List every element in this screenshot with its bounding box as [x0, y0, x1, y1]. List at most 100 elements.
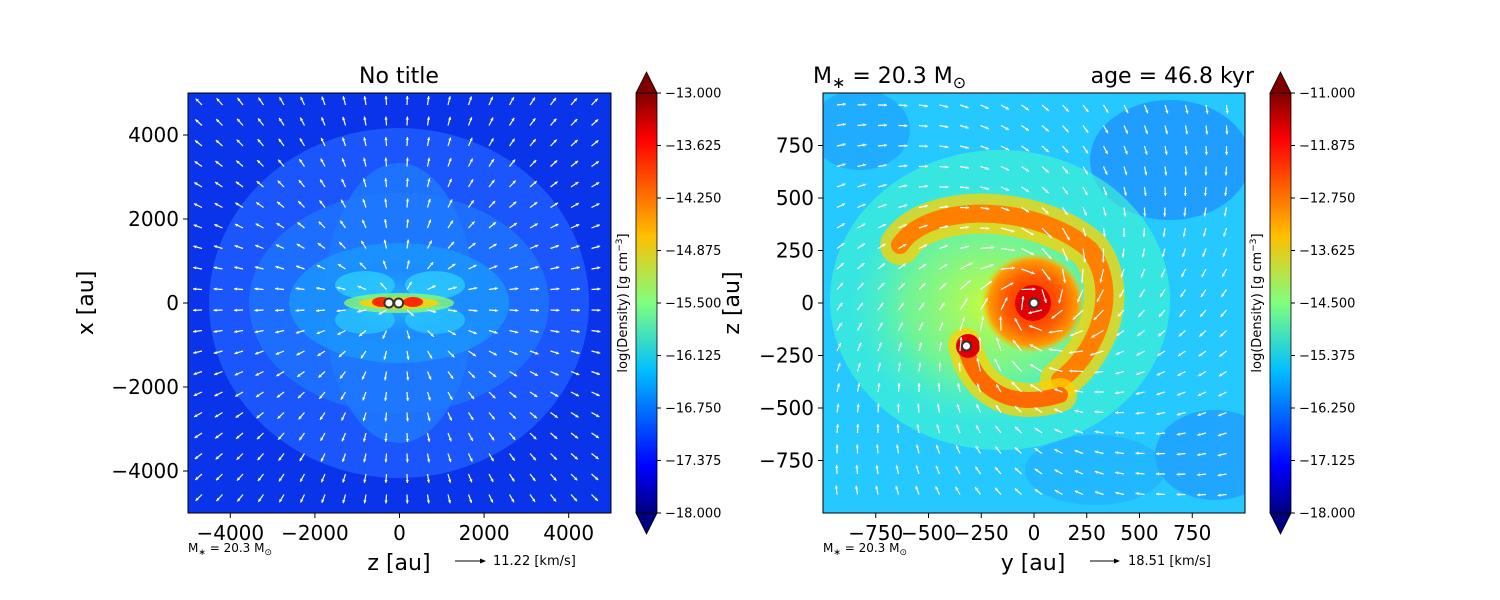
velocity-arrowhead	[924, 164, 928, 168]
velocity-arrowhead	[1135, 492, 1139, 496]
velocity-arrowhead	[1217, 473, 1221, 477]
colorbar-tick-label: −18.000	[1299, 507, 1355, 522]
velocity-arrowhead	[535, 287, 539, 291]
velocity-arrowhead	[991, 245, 995, 250]
colorbar-tick-label: −17.375	[665, 454, 721, 469]
velocity-arrowhead	[1178, 353, 1182, 357]
velocity-arrowhead	[341, 437, 345, 442]
velocity-arrowhead	[945, 125, 949, 129]
velocity-arrowhead	[916, 403, 921, 407]
velocity-arrowhead	[193, 393, 198, 396]
velocity-arrowhead	[575, 393, 579, 397]
velocity-arrowhead	[1065, 170, 1069, 174]
velocity-arrowhead	[1205, 110, 1209, 114]
velocity-arrowhead	[514, 265, 519, 269]
velocity-arrowhead	[1025, 107, 1029, 111]
velocity-arrowhead	[965, 245, 969, 249]
velocity-arrowhead	[257, 456, 261, 461]
velocity-arrowhead	[427, 157, 431, 161]
velocity-arrowhead	[300, 117, 304, 121]
velocity-arrowhead	[450, 375, 454, 379]
velocity-arrowhead	[1077, 298, 1081, 303]
velocity-arrowhead	[1025, 148, 1029, 152]
velocity-arrowhead	[276, 394, 281, 398]
velocity-arrowhead	[449, 220, 453, 224]
velocity-arrowhead	[981, 316, 985, 321]
velocity-arrowhead	[573, 98, 577, 102]
velocity-arrowhead	[985, 146, 989, 150]
velocity-arrowhead	[899, 322, 903, 326]
velocity-arrowhead	[469, 117, 473, 121]
velocity-arrowhead	[319, 395, 323, 399]
velocity-arrowhead	[835, 424, 840, 428]
velocity-arrowhead	[1069, 369, 1073, 373]
velocity-arrowhead	[1135, 431, 1139, 435]
sink-particle-marker	[393, 297, 405, 309]
velocity-arrowhead	[195, 119, 199, 123]
velocity-arrowhead	[340, 220, 344, 225]
velocity-arrowhead	[256, 415, 260, 419]
velocity-arrowhead	[863, 143, 867, 147]
velocity-arrowhead	[494, 265, 498, 269]
velocity-arrowhead	[194, 140, 199, 144]
velocity-arrowhead	[1223, 233, 1227, 237]
velocity-arrowhead	[1197, 432, 1201, 437]
velocity-arrowhead	[1176, 452, 1180, 456]
velocity-arrowhead	[491, 200, 496, 205]
y-tick-label: 4000	[128, 123, 179, 147]
right-y-axis-label: z [au]	[720, 271, 745, 334]
velocity-arrowhead	[406, 260, 410, 264]
velocity-arrowhead	[193, 203, 198, 207]
velocity-arrowhead	[904, 124, 908, 128]
velocity-arrowhead	[1199, 333, 1203, 337]
velocity-arrowhead	[194, 182, 198, 186]
velocity-arrowhead	[337, 331, 341, 335]
velocity-arrowhead	[359, 333, 363, 337]
velocity-arrowhead	[863, 103, 867, 107]
velocity-arrowhead	[1014, 488, 1019, 492]
velocity-arrowhead	[965, 206, 969, 210]
velocity-arrowhead	[1181, 273, 1185, 278]
velocity-arrowhead	[494, 330, 498, 334]
velocity-arrowhead	[362, 417, 366, 422]
velocity-arrowhead	[277, 201, 281, 205]
velocity-arrowhead	[511, 97, 514, 101]
velocity-arrowhead	[426, 479, 431, 483]
velocity-arrowhead	[319, 416, 323, 420]
velocity-arrowhead	[426, 96, 430, 100]
velocity-arrowhead	[1185, 131, 1189, 135]
velocity-arrowhead	[904, 103, 908, 108]
velocity-arrowhead	[1217, 493, 1221, 497]
colorbar-tick-label: −16.750	[665, 402, 721, 417]
velocity-arrowhead	[405, 438, 409, 442]
velocity-arrowhead	[362, 178, 366, 182]
velocity-arrowhead	[234, 329, 238, 334]
velocity-arrowhead	[984, 298, 988, 302]
velocity-arrowhead	[235, 202, 239, 206]
velocity-arrowhead	[595, 182, 600, 186]
right-colorbar-ticks: −11.000 −11.875 −12.750 −13.625 −14.500 −15.3…	[1291, 87, 1355, 522]
velocity-arrowhead	[965, 225, 969, 230]
velocity-arrowhead	[469, 137, 473, 142]
velocity-arrowhead	[321, 478, 325, 483]
velocity-arrowhead	[469, 437, 473, 441]
velocity-arrowhead	[336, 309, 340, 313]
velocity-arrowhead	[1200, 313, 1204, 317]
velocity-arrowhead	[1124, 171, 1128, 176]
velocity-arrowhead	[532, 456, 536, 461]
velocity-arrowhead	[1048, 348, 1052, 352]
velocity-arrowhead	[896, 403, 901, 407]
velocity-arrowhead	[1140, 273, 1144, 278]
x-tick-label: 4000	[543, 521, 594, 545]
velocity-arrowhead	[1080, 279, 1084, 283]
velocity-arrowhead	[279, 498, 283, 503]
velocity-arrowhead	[490, 117, 494, 121]
velocity-arrowhead	[1014, 426, 1019, 431]
velocity-arrowhead	[1005, 167, 1010, 171]
velocity-arrowhead	[428, 219, 432, 223]
velocity-arrowhead	[256, 181, 260, 185]
velocity-arrowhead	[234, 287, 238, 291]
velocity-arrowhead	[213, 308, 217, 312]
velocity-arrowhead	[839, 302, 843, 307]
velocity-arrowhead	[363, 157, 367, 162]
